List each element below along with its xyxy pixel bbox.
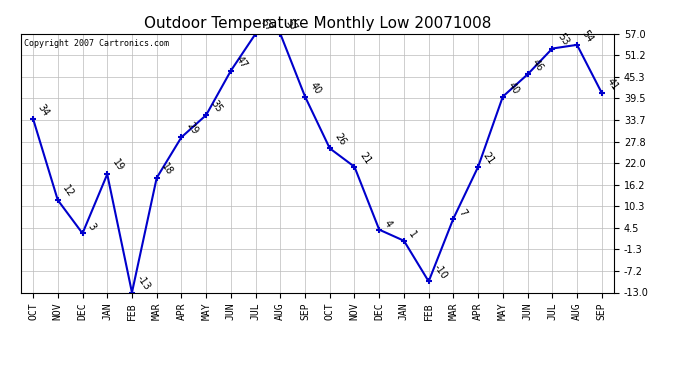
Text: 12: 12 [61, 183, 76, 199]
Text: -10: -10 [431, 262, 448, 280]
Text: 40: 40 [308, 80, 323, 96]
Title: Outdoor Temperature Monthly Low 20071008: Outdoor Temperature Monthly Low 20071008 [144, 16, 491, 31]
Text: 57: 57 [283, 17, 299, 33]
Text: 53: 53 [555, 32, 571, 48]
Text: 35: 35 [209, 98, 224, 114]
Text: 26: 26 [333, 132, 348, 147]
Text: 21: 21 [357, 150, 373, 166]
Text: 4: 4 [382, 218, 394, 229]
Text: -13: -13 [135, 273, 152, 292]
Text: 40: 40 [506, 80, 521, 96]
Text: 7: 7 [456, 207, 468, 218]
Text: Copyright 2007 Cartronics.com: Copyright 2007 Cartronics.com [23, 39, 168, 48]
Text: 54: 54 [580, 28, 595, 44]
Text: 19: 19 [110, 158, 125, 173]
Text: 1: 1 [406, 229, 418, 240]
Text: 47: 47 [234, 54, 249, 70]
Text: 21: 21 [481, 150, 496, 166]
Text: 57: 57 [258, 17, 274, 33]
Text: 34: 34 [36, 102, 51, 118]
Text: 46: 46 [531, 58, 546, 74]
Text: 18: 18 [159, 161, 175, 177]
Text: 41: 41 [604, 76, 620, 92]
Text: 29: 29 [184, 121, 199, 136]
Text: 3: 3 [86, 222, 97, 232]
